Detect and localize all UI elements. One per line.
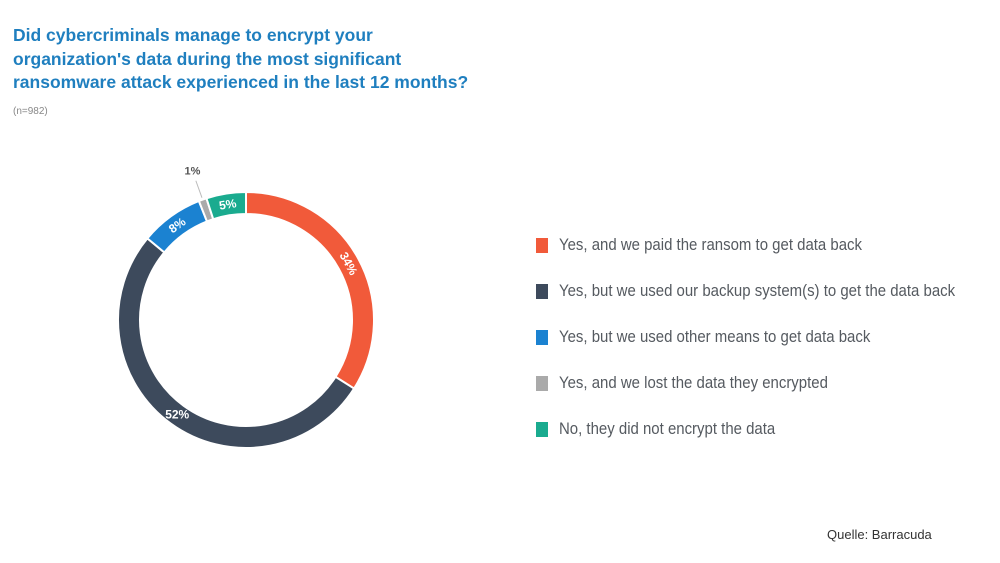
legend-swatch [536, 421, 548, 437]
legend-item: Yes, and we lost the data they encrypted [536, 360, 1000, 406]
segment-label: 5% [218, 196, 238, 213]
legend-label: Yes, but we used our backup system(s) to… [559, 281, 956, 300]
legend-label: Yes, but we used other means to get data… [559, 327, 871, 346]
leader-line [195, 180, 203, 198]
legend-item: Yes, and we paid the ransom to get data … [536, 222, 1000, 268]
legend-swatch [536, 375, 548, 391]
legend-item: No, they did not encrypt the data [536, 406, 1000, 452]
title-line-2: organization's data during the most sign… [13, 48, 402, 69]
title-line-1: Did cybercriminals manage to encrypt you… [13, 25, 373, 45]
segment-label: 52% [165, 408, 189, 422]
donut-segment [117, 237, 356, 449]
legend-label: Yes, and we lost the data they encrypted [559, 373, 828, 392]
legend-swatch [536, 237, 548, 253]
sample-size: (n=982) [13, 106, 48, 117]
donut-segment [205, 190, 247, 221]
legend-label: Yes, and we paid the ransom to get data … [559, 235, 863, 254]
chart-title: Did cybercriminals manage to encrypt you… [13, 24, 533, 95]
legend: Yes, and we paid the ransom to get data … [536, 222, 1000, 452]
source-label: Quelle: Barracuda [827, 527, 932, 542]
legend-swatch [536, 283, 548, 299]
legend-item: Yes, but we used other means to get data… [536, 314, 1000, 360]
title-line-3: ransomware attack experienced in the las… [13, 72, 469, 92]
legend-label: No, they did not encrypt the data [559, 419, 776, 438]
donut-segment [245, 190, 375, 390]
segment-label: 1% [185, 165, 201, 177]
legend-swatch [536, 329, 548, 345]
legend-item: Yes, but we used our backup system(s) to… [536, 268, 1000, 314]
